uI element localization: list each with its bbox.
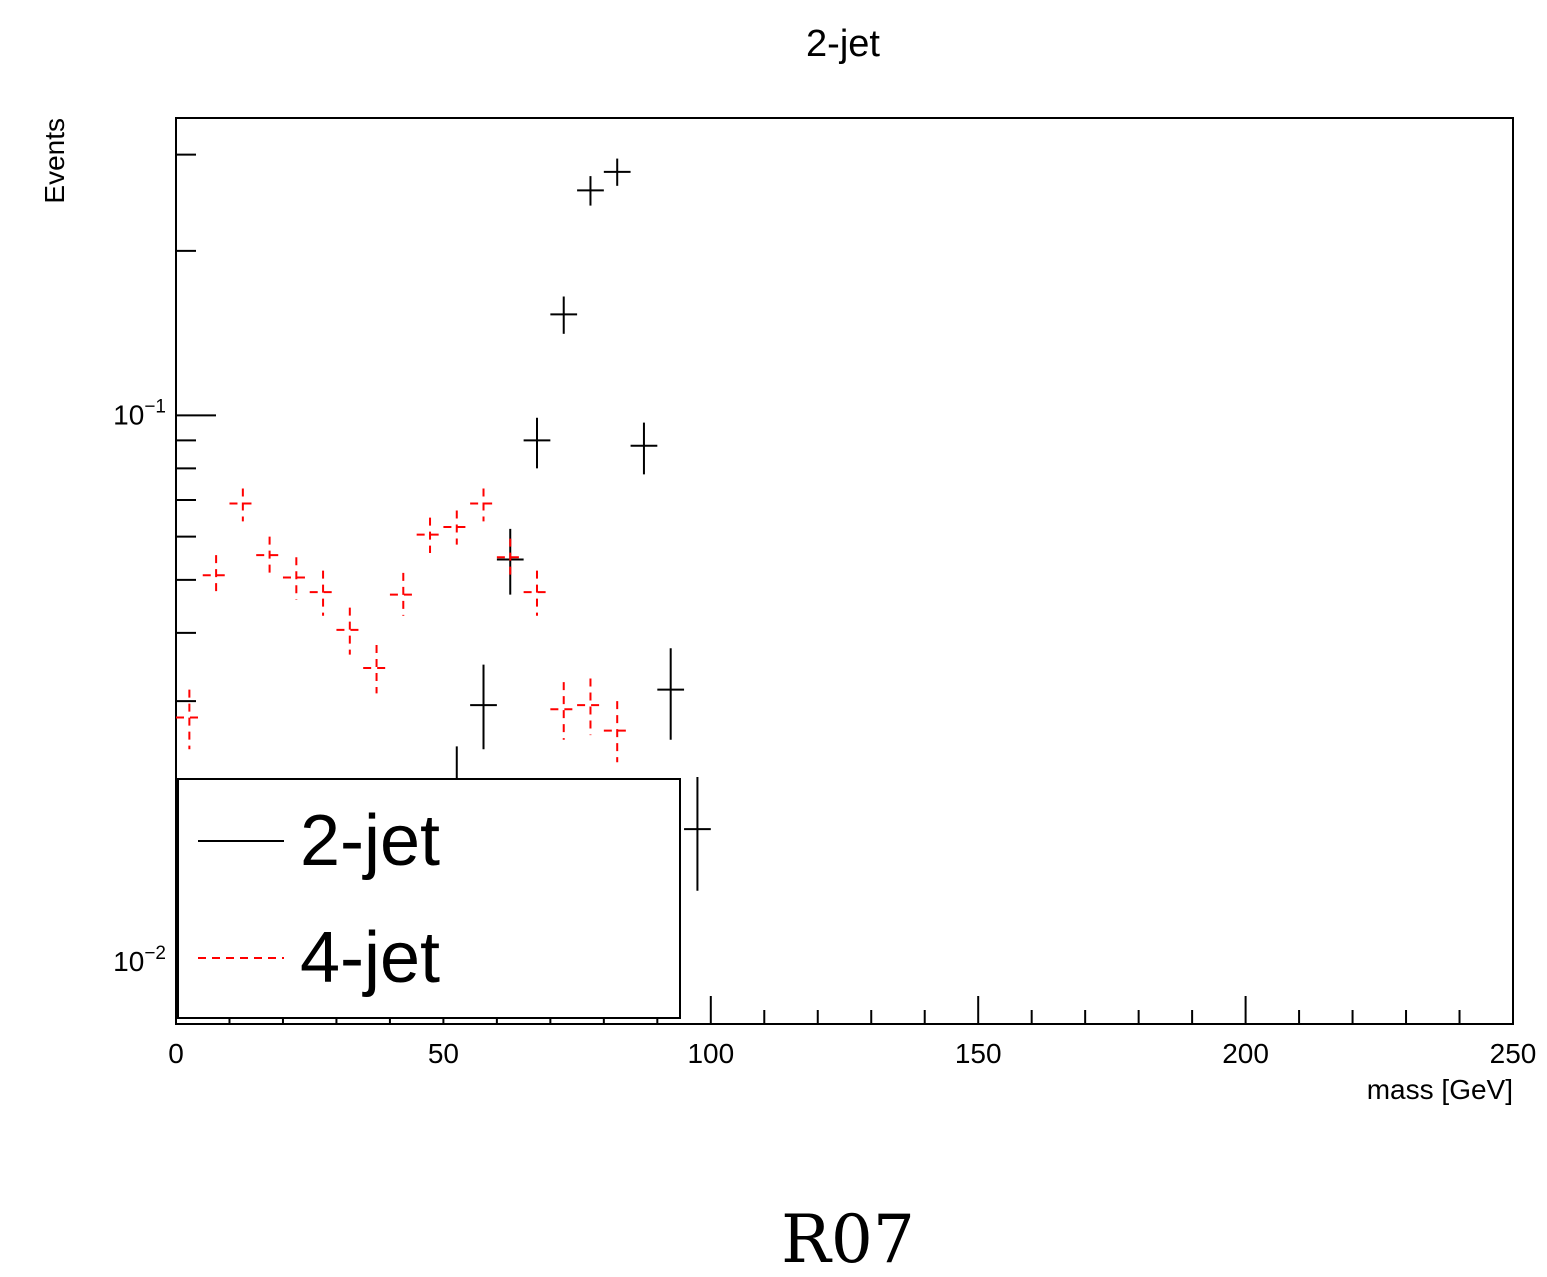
data-point — [202, 555, 230, 598]
x-axis-label: mass [GeV] — [1367, 1074, 1513, 1105]
chart-title: 2-jet — [806, 23, 880, 65]
data-point — [577, 176, 604, 206]
data-point — [363, 645, 390, 694]
x-axis-ticks: 0 50 100 150 200 250 — [168, 996, 1536, 1069]
y-tick-label: 10−2 — [113, 943, 166, 977]
x-tick-label: 50 — [428, 1038, 459, 1069]
x-tick-label: 150 — [955, 1038, 1002, 1069]
data-point — [389, 572, 417, 616]
x-tick-label: 200 — [1222, 1038, 1269, 1069]
data-point — [496, 538, 524, 578]
legend-box — [177, 778, 681, 1019]
data-point — [309, 570, 337, 616]
data-point — [684, 776, 711, 891]
data-point — [256, 536, 283, 576]
data-point — [603, 701, 631, 763]
y-axis-label: Events — [39, 118, 70, 204]
data-point — [657, 648, 685, 740]
data-point — [577, 678, 604, 736]
y-tick-label: 10−1 — [113, 396, 166, 430]
x-tick-label: 250 — [1490, 1038, 1537, 1069]
series-4-jet — [176, 488, 631, 763]
data-point — [282, 557, 310, 600]
data-point — [470, 488, 497, 522]
figure-caption: R07 — [781, 1201, 915, 1277]
data-point — [229, 488, 257, 522]
legend-label-2-jet: 2-jet — [300, 801, 440, 881]
data-point — [550, 682, 578, 740]
data-point — [630, 422, 658, 475]
data-point — [443, 510, 471, 545]
x-tick-label: 100 — [687, 1038, 734, 1069]
data-series — [176, 158, 711, 891]
plot-frame — [175, 117, 1514, 1025]
data-point — [523, 417, 551, 469]
data-point — [336, 607, 364, 655]
legend: 2-jet 4-jet — [177, 778, 681, 1019]
legend-label-4-jet: 4-jet — [300, 918, 440, 998]
x-tick-label: 0 — [168, 1038, 184, 1069]
data-point — [603, 158, 631, 186]
data-point — [416, 517, 444, 554]
data-point — [523, 570, 551, 616]
data-point — [470, 664, 497, 750]
data-point — [176, 689, 203, 750]
data-point — [550, 296, 578, 334]
